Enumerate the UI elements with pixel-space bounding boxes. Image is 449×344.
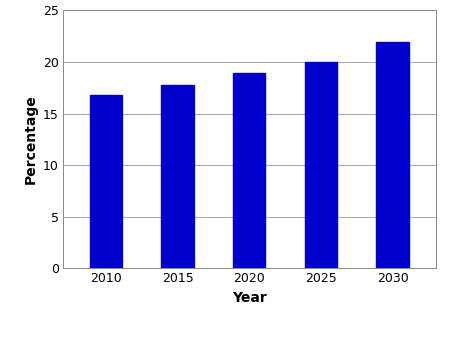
Bar (376, 42, 409, 268)
Y-axis label: Percentage: Percentage (23, 95, 37, 184)
Bar (305, 62, 337, 268)
Bar (90, 95, 122, 268)
Bar (233, 73, 265, 268)
X-axis label: Year: Year (232, 291, 267, 305)
Bar (161, 85, 194, 268)
